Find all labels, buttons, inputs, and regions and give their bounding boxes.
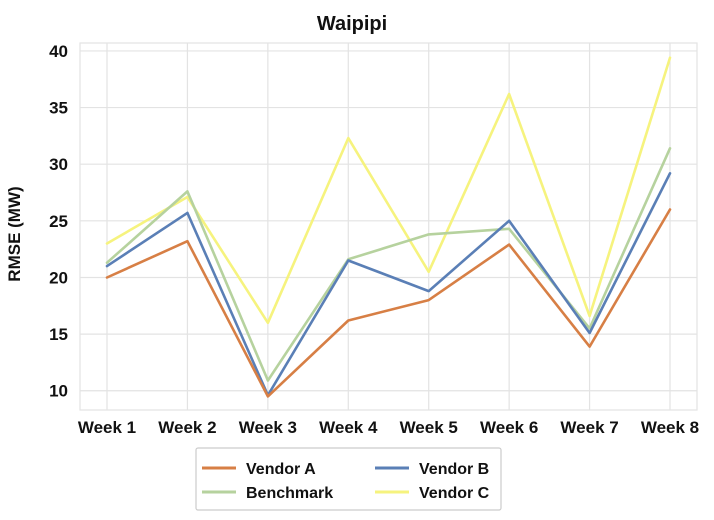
series-lines — [105, 56, 672, 398]
y-tick-label: 30 — [49, 155, 68, 174]
y-tick-label: 35 — [49, 99, 68, 118]
x-tick-label: Week 3 — [239, 418, 297, 437]
x-tick-label: Week 1 — [78, 418, 136, 437]
x-tick-label: Week 5 — [400, 418, 458, 437]
y-tick-label: 10 — [49, 382, 68, 401]
series-line — [105, 56, 672, 325]
chart-title: Waipipi — [317, 13, 387, 35]
series-line — [105, 172, 672, 397]
legend-label: Vendor A — [246, 461, 316, 478]
grid — [79, 42, 698, 411]
series-line — [105, 147, 672, 382]
plot-frame — [79, 42, 698, 411]
legend-label: Vendor C — [419, 485, 490, 502]
legend-label: Benchmark — [246, 485, 333, 502]
x-tick-label: Week 6 — [480, 418, 538, 437]
y-tick-label: 20 — [49, 268, 68, 287]
y-axis-label: RMSE (MW) — [5, 186, 24, 281]
legend-box — [195, 447, 502, 511]
y-tick-label: 40 — [49, 42, 68, 61]
x-tick-label: Week 4 — [319, 418, 378, 437]
x-tick-label: Week 2 — [158, 418, 216, 437]
legend-label: Vendor B — [419, 461, 489, 478]
y-tick-label: 25 — [49, 212, 68, 231]
x-tick-label: Week 7 — [560, 418, 618, 437]
ticks: 10 15 20 25 30 35 40 Week 1 Week 2 Week 3 Week 4 We… — [49, 42, 699, 437]
legend: Vendor A Vendor B Benchmark Vendor C — [195, 447, 502, 511]
series-line — [105, 208, 672, 398]
x-tick-label: Week 8 — [641, 418, 699, 437]
y-tick-label: 15 — [49, 325, 68, 344]
